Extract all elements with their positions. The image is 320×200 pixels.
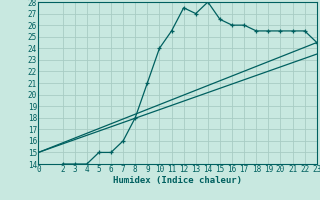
X-axis label: Humidex (Indice chaleur): Humidex (Indice chaleur) [113, 176, 242, 185]
